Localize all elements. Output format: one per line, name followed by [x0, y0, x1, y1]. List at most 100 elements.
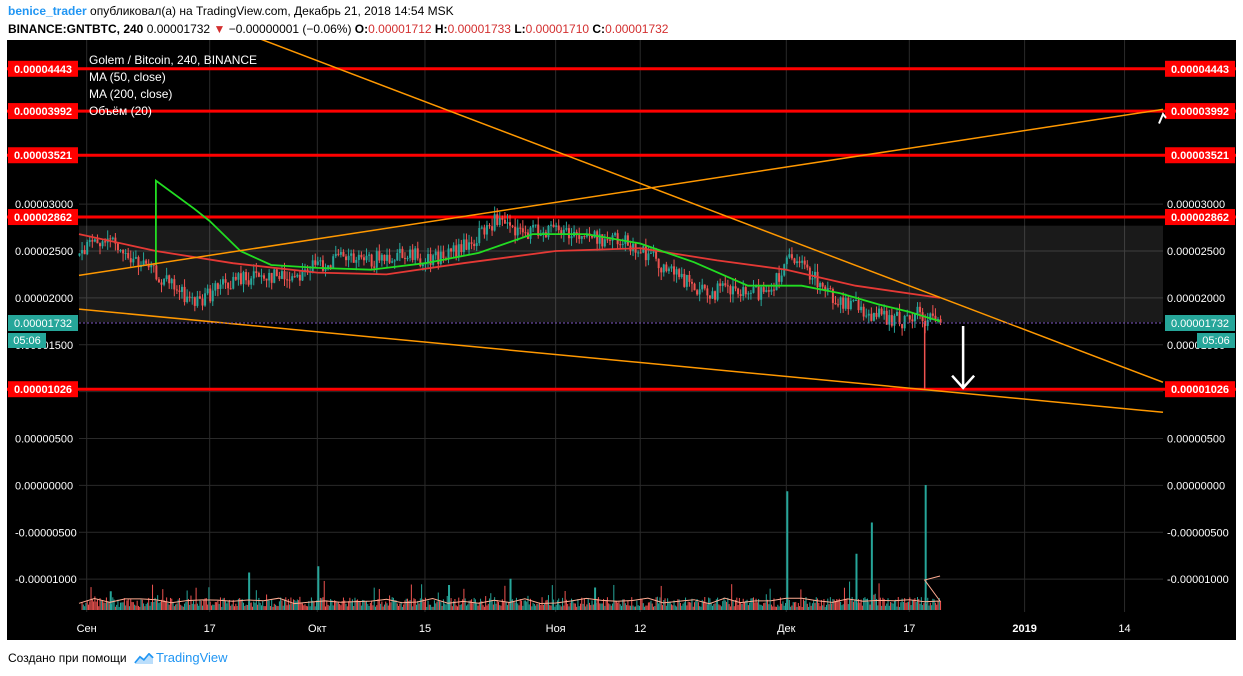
price-level-badge-right	[1165, 103, 1235, 120]
y-tick-label-left: 0.00002000	[15, 293, 73, 305]
volume-bar	[100, 600, 102, 610]
volume-bar	[929, 602, 931, 610]
volume-bar	[263, 606, 265, 610]
candle-body	[337, 253, 340, 255]
volume-bar	[191, 603, 193, 610]
volume-bar	[800, 589, 802, 610]
volume-bar	[407, 598, 409, 610]
volume-bar	[869, 604, 871, 610]
volume-bar	[182, 606, 184, 610]
x-tick-label: 17	[204, 623, 216, 635]
volume-bar	[467, 604, 469, 610]
candle-body	[862, 306, 865, 317]
volume-bar	[902, 601, 904, 610]
volume-bar	[933, 599, 935, 610]
volume-bar	[621, 605, 622, 610]
chart-area[interactable]: 0.00003000 0.00003000 0.00002500 0.00002500…	[7, 40, 1236, 640]
price-level-badge-left-text: 0.00004443	[14, 64, 72, 76]
volume-bar	[819, 606, 821, 610]
volume-bar	[665, 605, 667, 610]
volume-bar	[744, 602, 746, 610]
volume-bar	[410, 584, 412, 610]
volume-bar	[380, 603, 382, 610]
volume-bar	[322, 597, 324, 610]
volume-bar	[187, 598, 189, 610]
volume-bar	[93, 601, 95, 610]
volume-bar	[674, 605, 676, 610]
price-level-badge-right-text: 0.00004443	[1171, 64, 1229, 76]
volume-bar	[91, 598, 93, 610]
price-chart[interactable]: 0.00003000 0.00003000 0.00002500 0.00002500…	[7, 40, 1236, 640]
volume-bar	[350, 601, 352, 610]
price-level-badge-left	[8, 209, 78, 226]
x-tick-label: 15	[419, 623, 431, 635]
current-price-badge-left-text: 0.00001732	[14, 318, 72, 330]
volume-bar	[143, 603, 145, 610]
candle-body	[81, 250, 84, 254]
volume-bar	[504, 585, 506, 610]
volume-bar	[751, 598, 753, 610]
volume-bar	[564, 590, 566, 610]
volume-bar	[559, 605, 561, 610]
candle-body	[270, 272, 273, 283]
candle-body	[468, 242, 471, 250]
candle-body	[755, 286, 758, 288]
candle-body	[739, 294, 742, 297]
candle-body	[503, 219, 506, 224]
volume-bar	[788, 599, 790, 610]
volume-bar	[189, 604, 191, 610]
candle-body	[834, 302, 837, 305]
volume-bar	[612, 603, 614, 610]
volume-bar	[864, 597, 866, 610]
candle-body	[860, 306, 863, 311]
volume-bar	[677, 599, 679, 610]
candle-body	[301, 269, 304, 281]
volume-bar	[336, 602, 338, 610]
volume-bar	[292, 599, 294, 610]
volume-bar	[372, 605, 374, 610]
volume-bar	[750, 598, 752, 610]
volume-bar	[458, 597, 460, 610]
tradingview-brand-link[interactable]: TradingView	[155, 650, 228, 665]
volume-bar	[482, 605, 484, 610]
volume-bar	[845, 598, 847, 610]
volume-bar	[477, 605, 479, 610]
candle-body	[311, 260, 314, 272]
volume-bar	[877, 605, 879, 610]
candle-body	[355, 259, 358, 263]
volume-bar	[735, 599, 737, 610]
volume-bar	[103, 602, 105, 610]
volume-bar	[831, 603, 833, 610]
author-link[interactable]: benice_trader	[8, 4, 87, 18]
candle-body	[214, 283, 217, 291]
volume-bar	[340, 605, 342, 610]
candle-body	[416, 248, 419, 259]
volume-bar	[208, 587, 210, 610]
close-label: C:	[592, 22, 606, 36]
volume-bar	[583, 598, 585, 610]
volume-bar	[273, 603, 275, 610]
volume-bar	[515, 597, 517, 610]
candle-body	[934, 315, 937, 321]
volume-bar	[430, 604, 432, 610]
candle-body	[621, 243, 624, 245]
candle-body	[455, 245, 458, 257]
candle-body	[506, 222, 509, 224]
candle-body	[501, 217, 504, 220]
volume-bar	[464, 598, 466, 610]
volume-bar	[341, 601, 343, 610]
volume-bar	[783, 605, 785, 610]
volume-bar	[678, 599, 680, 610]
candle-body	[872, 312, 875, 321]
volume-bar	[84, 606, 86, 610]
volume-bar	[577, 599, 579, 610]
volume-bar	[713, 604, 715, 610]
candle-body	[145, 260, 148, 264]
candle-body	[788, 254, 791, 258]
volume-bar	[670, 604, 672, 610]
volume-bar	[653, 606, 655, 610]
volume-bar	[112, 597, 114, 610]
volume-bar	[163, 600, 165, 610]
candle-body	[555, 225, 558, 227]
volume-bar	[359, 601, 361, 610]
